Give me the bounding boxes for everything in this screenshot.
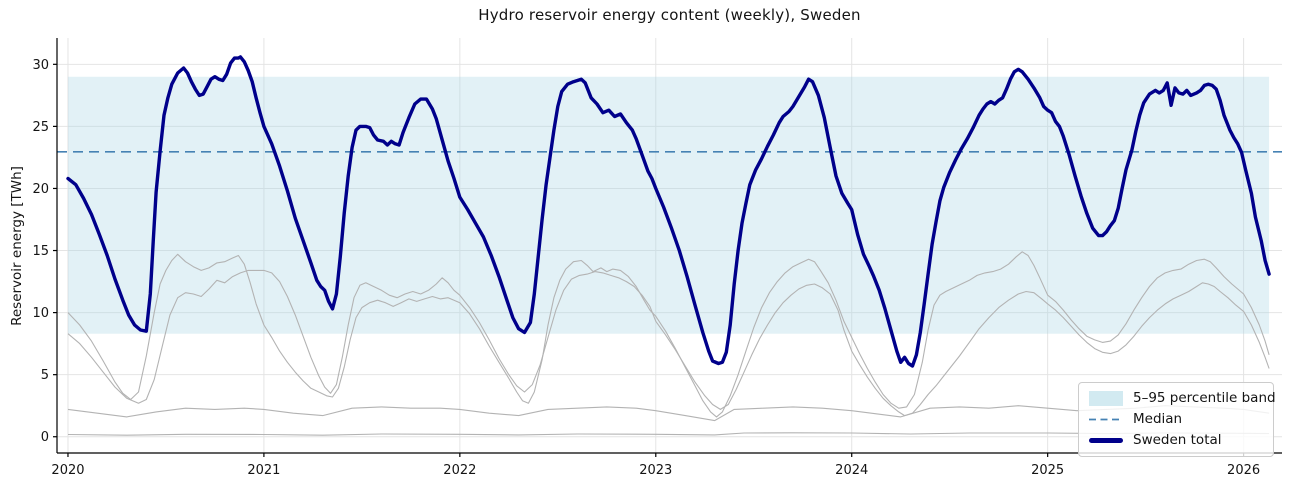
legend-label-median: Median [1133, 411, 1183, 427]
svg-text:2026: 2026 [1227, 463, 1260, 478]
svg-text:20: 20 [32, 182, 49, 197]
svg-text:5: 5 [41, 368, 49, 383]
legend-item-median: Median [1089, 411, 1263, 427]
svg-text:2022: 2022 [443, 463, 476, 478]
sweden-total-line-swatch-icon [1089, 433, 1123, 448]
chart-title: Hydro reservoir energy content (weekly),… [478, 6, 861, 24]
svg-text:2020: 2020 [51, 463, 84, 478]
svg-text:10: 10 [32, 306, 49, 321]
svg-text:30: 30 [32, 58, 49, 73]
svg-text:2021: 2021 [247, 463, 280, 478]
svg-text:15: 15 [32, 244, 49, 259]
svg-text:2023: 2023 [639, 463, 672, 478]
legend-label-percentile-band: 5–95 percentile band [1133, 390, 1276, 406]
legend-label-sweden-total: Sweden total [1133, 432, 1222, 448]
median-dashed-line-swatch-icon [1089, 412, 1123, 427]
legend-item-percentile-band: 5–95 percentile band [1089, 390, 1276, 406]
svg-text:25: 25 [32, 120, 49, 135]
svg-text:2025: 2025 [1031, 463, 1064, 478]
percentile-band-swatch-icon [1089, 390, 1123, 406]
svg-text:0: 0 [41, 430, 49, 445]
svg-text:2024: 2024 [835, 463, 868, 478]
chart-legend: 5–95 percentile band Median Sweden total [1078, 382, 1276, 457]
legend-item-sweden-total: Sweden total [1089, 432, 1263, 448]
